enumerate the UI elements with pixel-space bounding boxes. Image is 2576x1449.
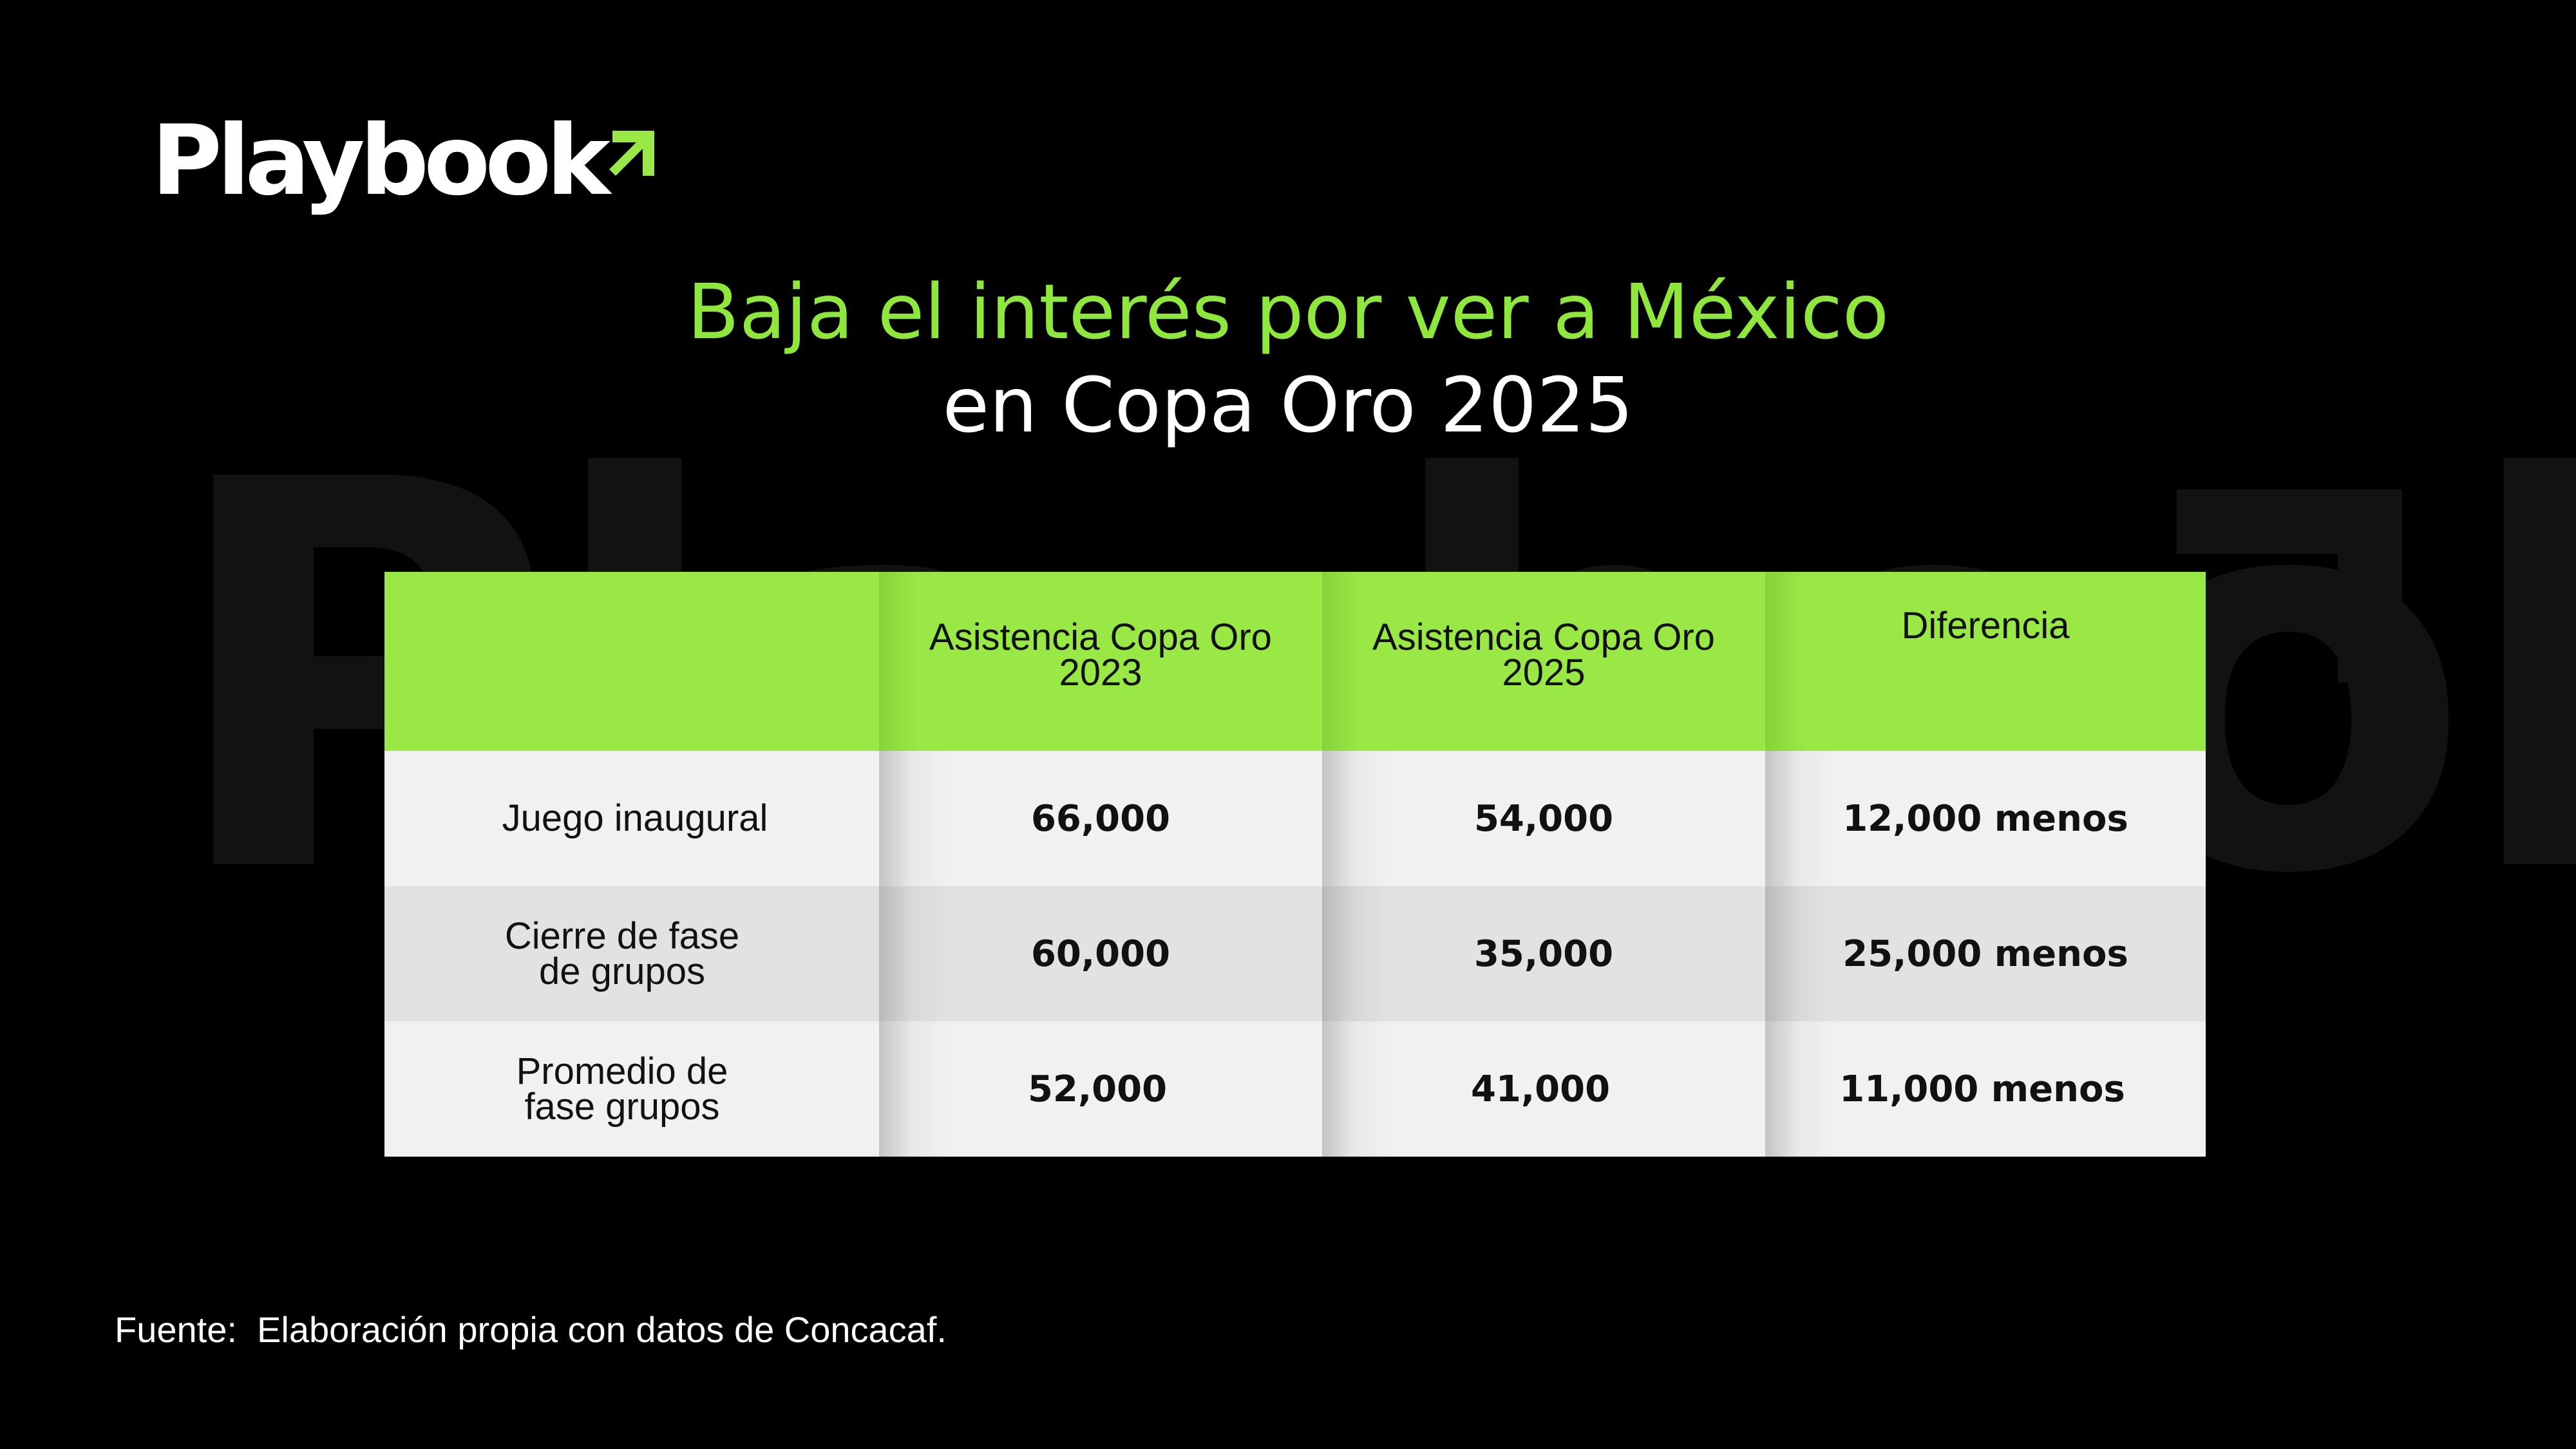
- value-diferencia: 11,000 menos: [1839, 1068, 2125, 1110]
- source-note: Fuente: Elaboración propia con datos de …: [115, 1309, 947, 1350]
- row-label-cell: Cierre de fase de grupos: [384, 886, 879, 1021]
- table-row: Promedio de fase grupos 52,000 41,000 11…: [384, 1021, 2206, 1157]
- brand-logo: Playbook: [151, 113, 654, 242]
- data-table: Asistencia Copa Oro 2023 Asistencia Copa…: [384, 572, 2206, 1157]
- row-label-line-2: de grupos: [539, 951, 705, 992]
- value-2023-cell: 60,000: [879, 886, 1322, 1021]
- value-2025: 35,000: [1473, 933, 1614, 975]
- diferencia-cell: 12,000 menos: [1765, 751, 2206, 886]
- chart-title-line-1: Baja el interés por ver a México: [687, 267, 1889, 356]
- value-2025: 54,000: [1473, 797, 1614, 840]
- value-diferencia: 25,000 menos: [1842, 933, 2128, 975]
- row-label-cell: Juego inaugural: [384, 751, 879, 886]
- table-row: Cierre de fase de grupos 60,000 35,000 2…: [384, 886, 2206, 1021]
- value-2025-cell: 35,000: [1322, 886, 1765, 1021]
- row-label-line-1: Cierre de fase: [504, 914, 740, 957]
- row-label-line-1: Promedio de: [516, 1050, 728, 1092]
- value-2023: 66,000: [1030, 797, 1171, 840]
- value-2023: 52,000: [1027, 1068, 1168, 1110]
- chart-title-line-2: en Copa Oro 2025: [942, 361, 1634, 450]
- table-header-row: Asistencia Copa Oro 2023 Asistencia Copa…: [384, 572, 2206, 751]
- value-2025-cell: 54,000: [1322, 751, 1765, 886]
- header-cell-2025: Asistencia Copa Oro 2025: [1322, 572, 1765, 751]
- value-2023: 60,000: [1030, 933, 1171, 975]
- arrow-icon: [609, 131, 654, 176]
- header-2025-line-1: Asistencia Copa Oro: [1372, 616, 1715, 658]
- watermark-arrow-side: [2338, 489, 2402, 683]
- value-2023-cell: 52,000: [879, 1021, 1322, 1157]
- header-cell-2023: Asistencia Copa Oro 2023: [879, 572, 1322, 751]
- header-cell-empty: [384, 572, 879, 751]
- table-row: Juego inaugural 66,000 54,000 12,000 men…: [384, 751, 2206, 886]
- value-diferencia: 12,000 menos: [1842, 797, 2128, 840]
- header-2023-line-1: Asistencia Copa Oro: [929, 616, 1272, 658]
- row-label-line-1: Juego inaugural: [502, 797, 768, 840]
- header-2025-line-2: 2025: [1502, 652, 1586, 694]
- diferencia-cell: 11,000 menos: [1765, 1021, 2206, 1157]
- diferencia-cell: 25,000 menos: [1765, 886, 2206, 1021]
- value-2025-cell: 41,000: [1322, 1021, 1765, 1157]
- value-2023-cell: 66,000: [879, 751, 1322, 886]
- header-cell-diferencia: Diferencia: [1765, 572, 2206, 751]
- row-label-cell: Promedio de fase grupos: [384, 1021, 879, 1157]
- row-label-line-2: fase grupos: [524, 1086, 720, 1128]
- logo-text: Playbook: [151, 105, 611, 217]
- header-diferencia: Diferencia: [1901, 605, 2070, 647]
- header-2023-line-2: 2023: [1059, 652, 1142, 694]
- value-2025: 41,000: [1470, 1068, 1611, 1110]
